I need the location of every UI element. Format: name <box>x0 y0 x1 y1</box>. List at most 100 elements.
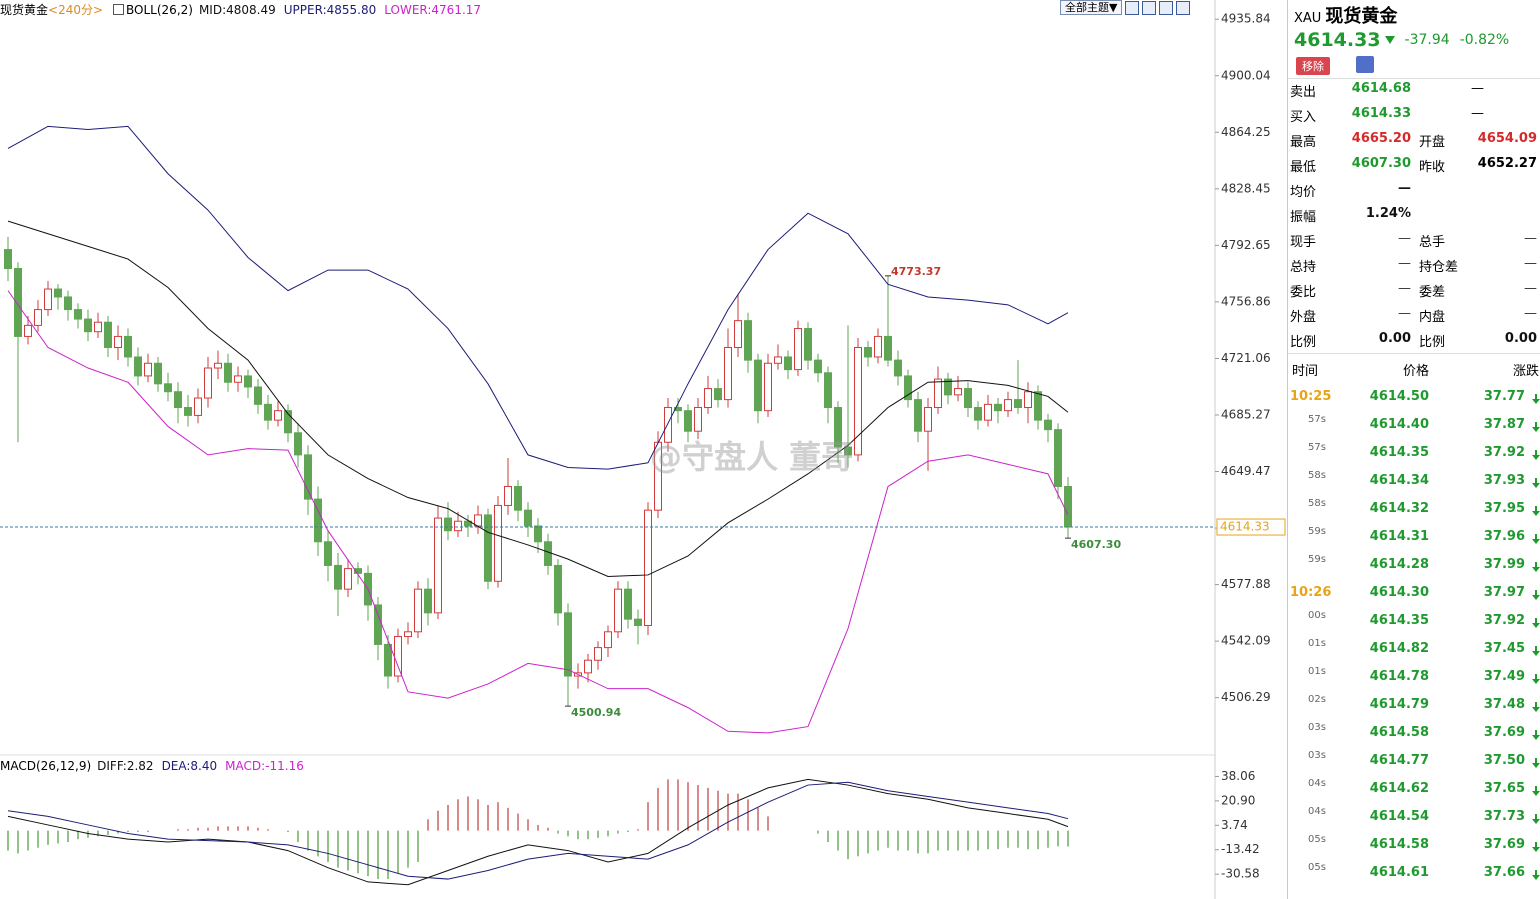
trade-row: 57s 4614.40 37.87 <box>1288 411 1540 439</box>
quote-cell: 4607.30 <box>1351 156 1411 171</box>
candle-body <box>264 403 272 421</box>
candle-body <box>1014 399 1022 409</box>
trade-price: 4614.79 <box>1369 697 1429 712</box>
quote-row: 最低 4607.30 昨收 4652.27 <box>1288 152 1540 177</box>
separator <box>1288 353 1540 354</box>
y-tick-label: 4685.27 <box>1221 407 1271 421</box>
candle-body <box>604 631 612 649</box>
candle-body <box>354 568 362 574</box>
quote-cell: 4652.27 <box>1477 156 1537 171</box>
trade-change: 37.95 <box>1483 501 1525 516</box>
down-arrow <box>1532 394 1540 404</box>
trade-change: 37.49 <box>1483 669 1525 684</box>
trade-time: 02s <box>1308 694 1326 705</box>
quote-cell: 4665.20 <box>1351 131 1411 146</box>
down-arrow <box>1532 730 1540 740</box>
trade-time: 57s <box>1308 442 1326 453</box>
icon-button[interactable] <box>1159 0 1174 15</box>
quote-cell: 委差 <box>1419 285 1446 300</box>
icon-button[interactable] <box>1125 0 1140 15</box>
down-arrow <box>1532 702 1540 712</box>
annotation: 4500.94 <box>571 706 621 719</box>
icon-button[interactable] <box>1176 0 1191 15</box>
candle-body <box>694 407 702 432</box>
trade-change: 37.77 <box>1483 389 1525 404</box>
trade-time: 03s <box>1308 750 1326 761</box>
candle-body <box>554 564 562 614</box>
down-arrow <box>1532 422 1540 432</box>
quote-cell: 0.00 <box>1504 331 1537 346</box>
trade-row: 58s 4614.34 37.93 <box>1288 467 1540 495</box>
quote-price: 4614.33 -37.94 -0.82% <box>1294 29 1509 51</box>
icon-button[interactable] <box>1142 0 1157 15</box>
quote-cell: — <box>1398 181 1411 196</box>
quote-cell: 最高 <box>1290 135 1317 150</box>
trade-row: 03s 4614.77 37.50 <box>1288 747 1540 775</box>
quote-cell: — <box>1524 256 1537 271</box>
trade-change: 37.99 <box>1483 557 1525 572</box>
quote-cell: — <box>1524 281 1537 296</box>
macd-header: MACD(26,12,9) DIFF:2.82 DEA:8.40 MACD:-11.… <box>0 759 304 773</box>
quote-cell: 卖出 <box>1290 85 1317 100</box>
quote-cell: 开盘 <box>1419 135 1446 150</box>
period[interactable]: <240分> <box>48 3 104 17</box>
trade-change: 37.92 <box>1483 613 1525 628</box>
candle-body <box>64 296 72 311</box>
quote-cell: 比例 <box>1419 335 1446 350</box>
quote-cell: 4614.33 <box>1351 106 1411 121</box>
y-tick-label: 4756.86 <box>1221 294 1271 308</box>
indicator-icon[interactable] <box>113 4 125 15</box>
last-price-box <box>1216 518 1286 536</box>
candle-body <box>284 410 292 434</box>
alert-button[interactable] <box>1356 56 1374 73</box>
trade-row: 01s 4614.82 37.45 <box>1288 635 1540 663</box>
chart-title: 现货黄金 <box>0 3 49 17</box>
symbol: XAU <box>1294 11 1322 26</box>
remove-button[interactable]: 移除 <box>1296 57 1330 75</box>
candle-body <box>564 612 572 677</box>
trade-price: 4614.58 <box>1369 837 1429 852</box>
candle-body <box>404 631 412 638</box>
trade-price: 4614.32 <box>1369 501 1429 516</box>
trade-row: 05s 4614.58 37.69 <box>1288 831 1540 859</box>
candle-body <box>724 346 732 401</box>
candle-body <box>1044 419 1052 431</box>
trade-change: 37.65 <box>1483 781 1525 796</box>
candle-body <box>644 509 652 626</box>
candle-body <box>1004 399 1012 412</box>
theme-button[interactable]: 全部主题▼ <box>1060 0 1123 15</box>
quote-cell: 持仓差 <box>1419 260 1459 275</box>
quote-cell: 1.24% <box>1365 206 1411 221</box>
trade-row: 03s 4614.58 37.69 <box>1288 719 1540 747</box>
quote-cell: 最低 <box>1290 160 1317 175</box>
down-arrow <box>1532 786 1540 796</box>
quote-row: 振幅 1.24% <box>1288 202 1540 227</box>
quote-cell: 0.00 <box>1378 331 1411 346</box>
header-cell: 价格 <box>1403 364 1430 379</box>
candle-body <box>94 321 102 333</box>
candle-body <box>714 388 722 401</box>
candle-body <box>814 359 822 374</box>
candle-body <box>374 604 382 645</box>
last-price-label: 4614.33 <box>1220 520 1270 534</box>
candle-body <box>764 362 772 412</box>
candle-body <box>1024 391 1032 409</box>
quote-row: 外盘 — 内盘 — <box>1288 302 1540 327</box>
candle-body <box>34 309 42 326</box>
candle-body <box>544 541 552 566</box>
candle-body <box>934 378 942 409</box>
candle-body <box>204 367 212 399</box>
candle-body <box>444 517 452 532</box>
quote-row: 均价 — <box>1288 177 1540 202</box>
quote-title: XAU 现货黄金 <box>1294 2 1397 28</box>
quote-cell: 委比 <box>1290 285 1317 300</box>
candle-body <box>244 375 252 388</box>
header-cell: 时间 <box>1292 364 1319 379</box>
toolbar: 全部主题▼ <box>1060 0 1191 15</box>
candle-body <box>924 407 932 432</box>
candle-body <box>474 514 482 527</box>
trade-row: 10:25 4614.50 37.77 <box>1288 383 1540 411</box>
candle-body <box>174 391 182 409</box>
line <box>7 290 1069 734</box>
candle-body <box>994 403 1002 412</box>
